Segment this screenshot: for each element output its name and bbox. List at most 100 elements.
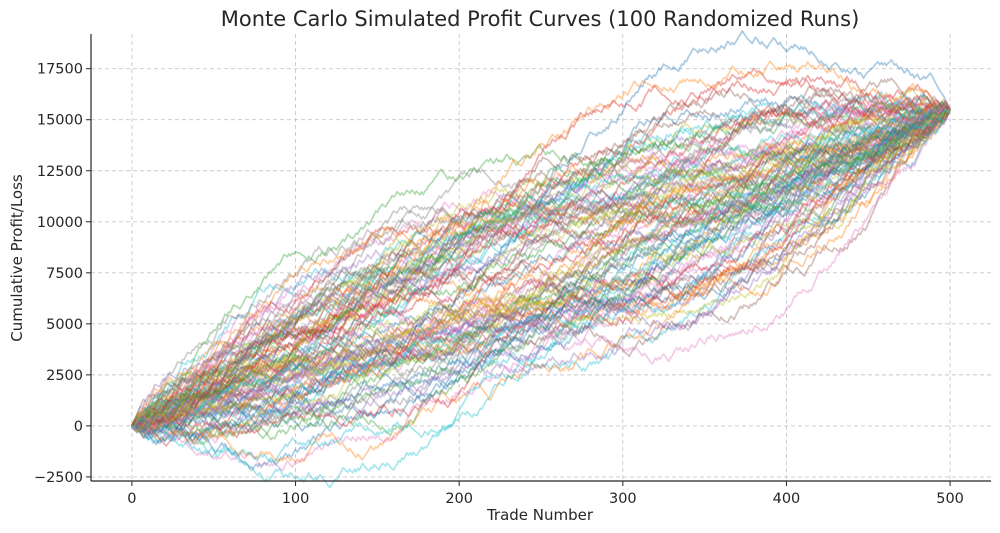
run-line bbox=[131, 106, 951, 429]
run-line bbox=[131, 109, 951, 427]
run-line bbox=[131, 109, 951, 427]
chart-title: Monte Carlo Simulated Profit Curves (100… bbox=[221, 7, 860, 31]
run-line bbox=[131, 99, 951, 429]
run-line bbox=[131, 109, 951, 433]
run-line bbox=[131, 103, 951, 427]
run-line bbox=[131, 109, 951, 427]
run-line bbox=[131, 93, 951, 429]
run-line bbox=[131, 108, 951, 428]
run-line bbox=[131, 94, 951, 427]
run-line bbox=[131, 107, 951, 427]
run-line bbox=[131, 106, 951, 429]
run-line bbox=[131, 103, 951, 446]
run-line bbox=[131, 107, 951, 427]
run-line bbox=[131, 109, 951, 443]
run-line bbox=[131, 109, 951, 429]
run-line bbox=[131, 109, 951, 444]
run-line bbox=[131, 109, 951, 431]
run-line bbox=[131, 99, 951, 429]
y-tick-label: 5000 bbox=[46, 317, 83, 333]
run-line bbox=[131, 107, 951, 430]
run-line bbox=[131, 106, 951, 432]
run-line bbox=[131, 109, 951, 428]
run-line bbox=[131, 60, 951, 427]
x-tick-label: 100 bbox=[282, 491, 310, 507]
x-tick-label: 0 bbox=[127, 491, 136, 507]
run-line bbox=[131, 105, 951, 429]
run-line bbox=[131, 109, 951, 428]
run-line bbox=[131, 87, 951, 430]
run-line bbox=[131, 100, 951, 427]
run-line bbox=[131, 93, 951, 444]
run-line bbox=[131, 109, 951, 429]
run-line bbox=[131, 100, 951, 430]
run-line bbox=[131, 103, 951, 427]
run-line bbox=[131, 77, 951, 427]
run-line bbox=[131, 104, 951, 428]
run-line bbox=[131, 108, 951, 433]
run-line bbox=[131, 107, 951, 464]
run-line bbox=[131, 108, 951, 434]
run-line bbox=[131, 107, 951, 427]
x-tick-label: 200 bbox=[445, 491, 473, 507]
run-line bbox=[131, 100, 951, 437]
run-line bbox=[131, 109, 951, 427]
run-line bbox=[131, 104, 951, 431]
run-line bbox=[131, 105, 951, 439]
run-line bbox=[131, 99, 951, 427]
y-axis-label: Cumulative Profit/Loss bbox=[8, 174, 26, 342]
simulated-runs bbox=[131, 30, 951, 489]
run-line bbox=[131, 103, 951, 427]
y-tick-label: 12500 bbox=[37, 164, 83, 180]
y-tick-label: 2500 bbox=[46, 368, 83, 384]
run-line bbox=[131, 109, 951, 427]
x-tick-label: 500 bbox=[936, 491, 964, 507]
y-tick-label: −2500 bbox=[34, 470, 83, 486]
run-line bbox=[131, 109, 951, 427]
run-line bbox=[131, 94, 951, 427]
run-line bbox=[131, 107, 951, 433]
run-line bbox=[131, 108, 951, 434]
run-line bbox=[131, 105, 951, 431]
run-line bbox=[131, 109, 951, 433]
run-line bbox=[131, 108, 951, 427]
run-line bbox=[131, 90, 951, 428]
run-line bbox=[131, 106, 951, 439]
run-line bbox=[131, 109, 951, 433]
run-line bbox=[131, 87, 951, 434]
run-line bbox=[131, 105, 951, 427]
run-line bbox=[131, 103, 951, 427]
run-line bbox=[131, 107, 951, 430]
run-line bbox=[131, 96, 951, 428]
run-line bbox=[131, 109, 951, 434]
run-line bbox=[131, 109, 951, 431]
run-line bbox=[131, 109, 951, 429]
run-line bbox=[131, 102, 951, 464]
run-line bbox=[131, 85, 951, 430]
run-line bbox=[131, 109, 951, 437]
run-line bbox=[131, 101, 951, 430]
run-line bbox=[131, 109, 951, 429]
run-line bbox=[131, 109, 951, 427]
y-tick-label: 15000 bbox=[37, 113, 83, 129]
run-line bbox=[131, 108, 951, 447]
run-line bbox=[131, 105, 951, 442]
run-line bbox=[131, 104, 951, 427]
run-line bbox=[131, 103, 951, 427]
axes: 0 100 200 300 400 500 −2500 0 2500 5000 7500 10000 1… bbox=[34, 34, 991, 507]
run-line bbox=[131, 107, 951, 445]
y-tick-label: 0 bbox=[74, 419, 83, 435]
x-axis-label: Trade Number bbox=[486, 506, 594, 524]
run-line bbox=[131, 109, 951, 427]
run-line bbox=[131, 107, 951, 432]
run-line bbox=[131, 30, 951, 446]
run-line bbox=[131, 97, 951, 438]
run-line bbox=[131, 98, 951, 472]
run-line bbox=[131, 106, 951, 431]
run-line bbox=[131, 103, 951, 430]
run-line bbox=[131, 94, 951, 429]
run-line bbox=[131, 109, 951, 431]
x-tick-label: 400 bbox=[773, 491, 801, 507]
run-line bbox=[131, 107, 951, 433]
